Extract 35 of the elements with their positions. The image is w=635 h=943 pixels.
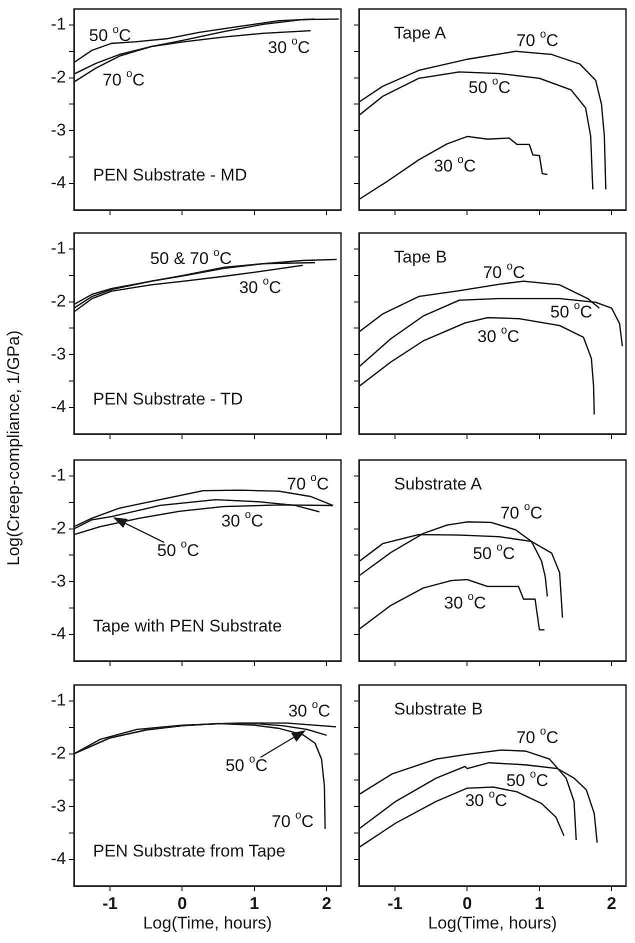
y-tick-label: -3 [50, 796, 66, 816]
x-tick-label: 0 [462, 894, 472, 913]
x-tick-label: 1 [534, 894, 544, 913]
text: Tape B [394, 248, 447, 267]
x-tick-label: -1 [388, 894, 403, 913]
y-tick-label: -2 [50, 291, 66, 310]
x-tick-label: -1 [102, 894, 118, 913]
y-tick-label: -1 [50, 466, 66, 485]
y-tick-label: -2 [50, 518, 66, 538]
y-axis-title: Log(Creep-compliance, 1/GPa) [4, 330, 24, 566]
x-tick-label: 2 [606, 894, 616, 913]
y-tick-label: -2 [50, 67, 66, 86]
y-tick-label: -3 [50, 344, 66, 364]
y-tick-label: -3 [50, 120, 66, 140]
y-tick-label: -4 [50, 624, 66, 644]
x-axis-title: Log(Time, hours) [428, 913, 557, 932]
y-tick-label: -1 [50, 14, 66, 34]
x-tick-label: 1 [250, 894, 260, 913]
x-tick-label: 2 [322, 894, 332, 913]
y-tick-label: -1 [50, 238, 66, 258]
y-tick-label: -3 [50, 571, 66, 590]
text: Substrate A [394, 474, 483, 494]
y-tick-label: -1 [50, 690, 66, 710]
y-tick-label: -4 [50, 397, 66, 416]
y-tick-label: -4 [50, 173, 66, 192]
text: PEN Substrate - TD [93, 390, 243, 409]
text: PEN Substrate from Tape [93, 842, 286, 861]
text: Tape A [394, 24, 447, 43]
text: Tape with PEN Substrate [93, 616, 282, 636]
x-axis-title: Log(Time, hours) [143, 913, 272, 932]
x-tick-label: 0 [178, 894, 187, 913]
text: PEN Substrate - MD [93, 166, 247, 185]
text: Substrate B [394, 700, 483, 719]
y-tick-label: -2 [50, 743, 66, 762]
y-tick-label: -4 [50, 849, 66, 868]
